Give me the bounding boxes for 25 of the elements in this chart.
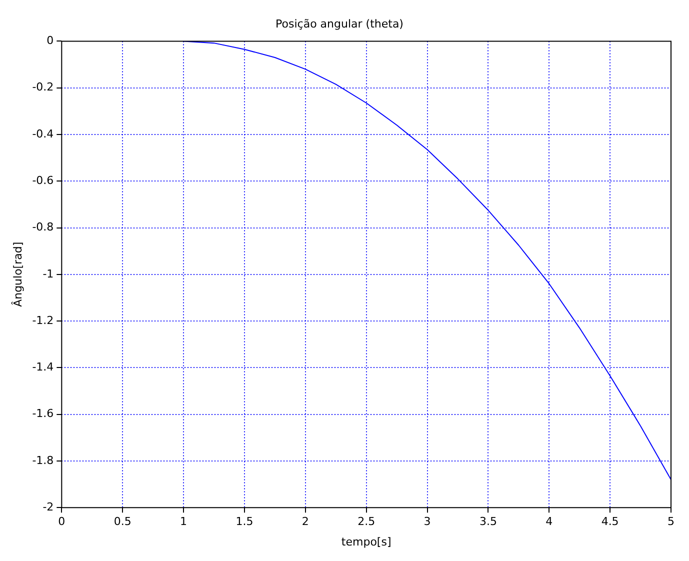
y-tick-label: -0.8 xyxy=(32,220,54,234)
x-tick-label: 3 xyxy=(424,515,431,528)
y-tick-label: -2 xyxy=(42,500,54,514)
x-tick-label: 1 xyxy=(180,515,188,528)
y-tick-label: -1.8 xyxy=(32,454,54,467)
x-axis-title: tempo[s] xyxy=(341,535,392,548)
x-tick-label: 4.5 xyxy=(601,515,619,528)
y-tick-label: -0.2 xyxy=(32,80,54,94)
y-tick-label: -1.4 xyxy=(32,360,54,374)
x-tick-label: 4 xyxy=(546,515,553,528)
y-tick-label: -0.4 xyxy=(32,127,54,140)
x-tick-label: 3.5 xyxy=(479,515,497,528)
x-tick-label: 2.5 xyxy=(358,515,376,528)
x-tick-label: 0.5 xyxy=(114,515,132,528)
y-tick-label: -0.6 xyxy=(32,174,54,187)
x-tick-label: 5 xyxy=(668,515,674,528)
chart-title: Posição angular (theta) xyxy=(276,17,404,30)
x-tick-label: 2 xyxy=(302,515,309,528)
x-tick-label: 0 xyxy=(58,515,66,528)
y-axis-title: Ângulo[rad] xyxy=(10,242,24,307)
x-tick-label: 1.5 xyxy=(236,515,254,528)
y-tick-label: -1.6 xyxy=(32,407,54,420)
y-tick-label: -1 xyxy=(42,267,54,280)
y-tick-label: -1.2 xyxy=(32,314,54,327)
y-tick-label: 0 xyxy=(46,34,54,48)
